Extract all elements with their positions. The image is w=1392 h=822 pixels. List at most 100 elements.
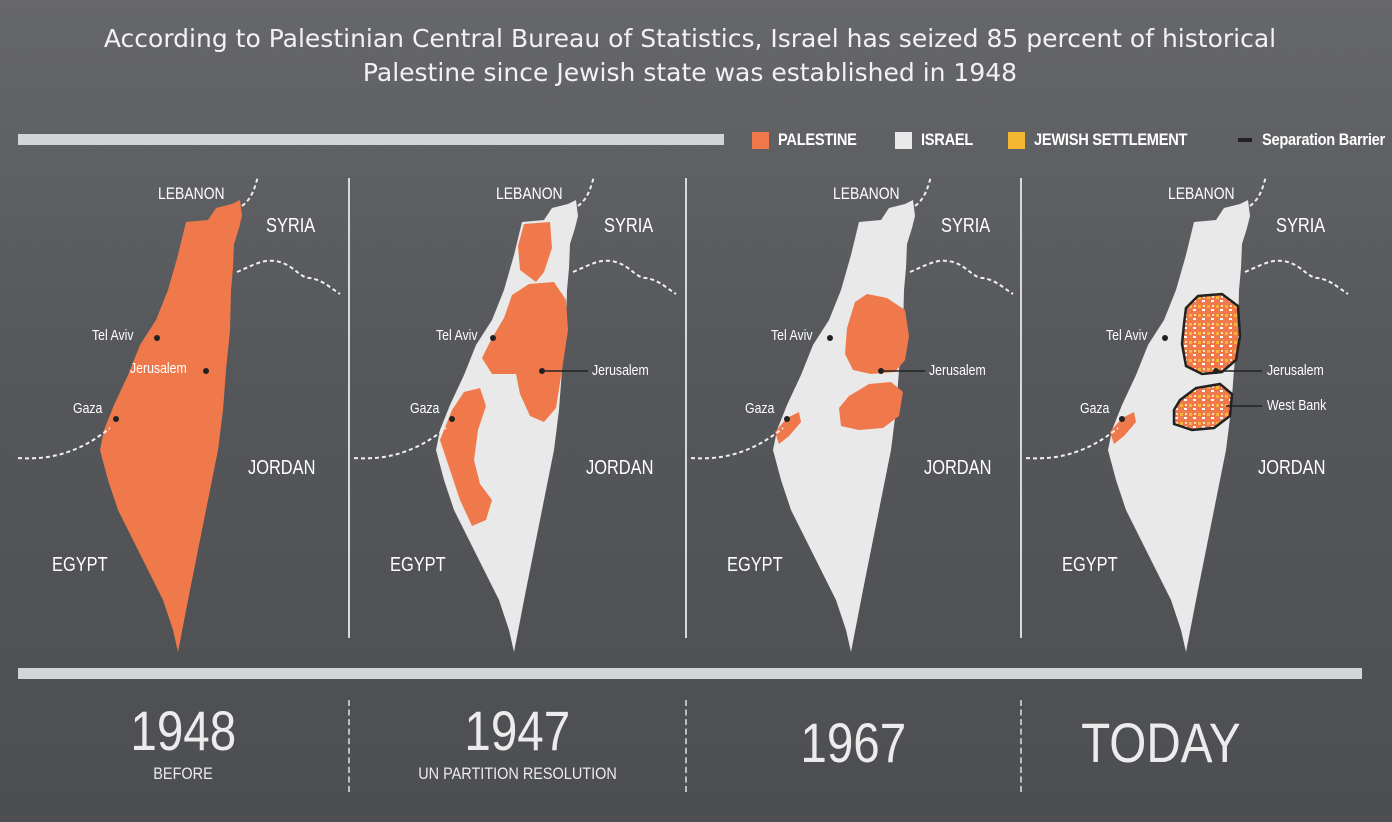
syria-label: SYRIA	[1276, 215, 1326, 237]
syria-label: SYRIA	[941, 215, 991, 237]
egypt-label: EGYPT	[52, 554, 108, 576]
legend-item-israel: ISRAEL	[895, 130, 982, 150]
west-bank-south	[839, 382, 903, 430]
year-label: TODAY	[1081, 711, 1241, 774]
gaza-label: Gaza	[73, 400, 103, 417]
gaza-label: Gaza	[745, 400, 775, 417]
egypt-border	[353, 427, 447, 460]
bottom-divider-bar	[18, 668, 1362, 679]
headline-line-2: Palestine since Jewish state was establi…	[362, 58, 1018, 87]
headline-line-1: According to Palestinian Central Bureau …	[103, 24, 1277, 53]
map-panel-1948: LEBANON SYRIA JORDAN EGYPT Tel Aviv Jeru…	[17, 160, 354, 670]
panel-divider	[1020, 178, 1022, 638]
lebanon-border	[1249, 175, 1267, 207]
west-bank-label: West Bank	[1267, 397, 1327, 414]
lebanon-label: LEBANON	[1168, 184, 1235, 203]
tel-aviv-label: Tel Aviv	[1106, 327, 1148, 344]
year-divider	[685, 700, 687, 792]
barrier-swatch	[1238, 138, 1253, 142]
year-divider	[1020, 700, 1022, 792]
legend-label: ISRAEL	[921, 130, 974, 149]
year-caption: BEFORE	[153, 764, 213, 783]
jerusalem-label: Jerusalem	[592, 362, 649, 379]
jordan-label: JORDAN	[1258, 457, 1326, 479]
jordan-label: JORDAN	[586, 457, 654, 479]
gaza-strip	[1110, 412, 1136, 444]
egypt-border	[17, 427, 111, 460]
gaza-label: Gaza	[410, 400, 440, 417]
syria-border	[236, 259, 341, 295]
year-label: 1948	[130, 699, 236, 762]
lebanon-label: LEBANON	[833, 184, 900, 203]
palestine-region	[100, 200, 242, 652]
legend-label: JEWISH SETTLEMENT	[1034, 130, 1188, 149]
gaza-marker	[784, 416, 790, 422]
headline: According to Palestinian Central Bureau …	[0, 22, 1380, 90]
year-label: 1947	[464, 699, 571, 762]
map-today	[1025, 175, 1349, 652]
egypt-border	[1025, 427, 1119, 460]
palestine-north	[518, 222, 552, 282]
lebanon-border	[914, 175, 932, 207]
tel-aviv-label: Tel Aviv	[92, 327, 134, 344]
israel-swatch	[895, 131, 913, 149]
year-block-1948: 1948 BEFORE	[18, 700, 348, 784]
syria-label: SYRIA	[266, 215, 316, 237]
palestine-swatch	[752, 131, 769, 149]
map-panel-today: LEBANON SYRIA JORDAN EGYPT Tel Aviv Jeru…	[1025, 160, 1362, 670]
jerusalem-marker	[203, 368, 209, 374]
lebanon-label: LEBANON	[158, 184, 225, 203]
syria-label: SYRIA	[604, 215, 654, 237]
jordan-label: JORDAN	[924, 457, 992, 479]
panel-divider	[685, 178, 687, 638]
year-block-1947: 1947 UN PARTITION RESOLUTION	[350, 700, 685, 784]
syria-border	[909, 259, 1014, 295]
tel-aviv-marker	[154, 335, 160, 341]
palestine-coast	[440, 388, 492, 526]
egypt-label: EGYPT	[1062, 554, 1118, 576]
tel-aviv-label: Tel Aviv	[771, 327, 813, 344]
map-1948	[17, 175, 341, 652]
palestine-central	[482, 282, 568, 422]
settlement-swatch	[1008, 131, 1025, 149]
legend: PALESTINE ISRAEL JEWISH SETTLEMENT Separ…	[752, 127, 1392, 153]
syria-border	[1244, 259, 1349, 295]
top-divider-bar	[18, 134, 724, 145]
year-caption: UN PARTITION RESOLUTION	[418, 764, 617, 783]
panel-divider	[348, 178, 350, 638]
year-block-1967: 1967	[687, 712, 1020, 774]
west-bank-north	[1180, 292, 1242, 376]
map-panel-1967: LEBANON SYRIA JORDAN EGYPT Tel Aviv Jeru…	[690, 160, 1027, 670]
gaza-label: Gaza	[1080, 400, 1110, 417]
gaza-marker	[113, 416, 119, 422]
legend-item-barrier: Separation Barrier	[1238, 130, 1392, 150]
year-block-today: TODAY	[1022, 712, 1300, 774]
tel-aviv-marker	[1162, 335, 1168, 341]
jerusalem-label: Jerusalem	[1267, 362, 1324, 379]
egypt-label: EGYPT	[390, 554, 446, 576]
west-bank-north	[845, 294, 909, 374]
gaza-marker	[1119, 416, 1125, 422]
tel-aviv-marker	[490, 335, 496, 341]
map-1967	[690, 175, 1014, 652]
syria-border	[572, 259, 677, 295]
jordan-label: JORDAN	[248, 457, 316, 479]
jerusalem-label: Jerusalem	[130, 360, 187, 377]
legend-item-palestine: PALESTINE	[752, 130, 869, 150]
tel-aviv-marker	[827, 335, 833, 341]
egypt-label: EGYPT	[727, 554, 783, 576]
tel-aviv-label: Tel Aviv	[436, 327, 478, 344]
map-1947	[353, 175, 677, 652]
gaza-strip	[775, 412, 801, 444]
lebanon-label: LEBANON	[496, 184, 563, 203]
map-panel-1947: LEBANON SYRIA JORDAN EGYPT Tel Aviv Jeru…	[353, 160, 690, 670]
lebanon-border	[577, 175, 595, 207]
gaza-marker	[449, 416, 455, 422]
lebanon-border	[241, 175, 259, 207]
west-bank-south	[1172, 382, 1234, 432]
legend-label: PALESTINE	[778, 130, 857, 149]
year-label: 1967	[800, 711, 907, 774]
egypt-border	[690, 427, 784, 460]
year-divider	[348, 700, 350, 792]
legend-item-settlement: JEWISH SETTLEMENT	[1008, 130, 1212, 150]
